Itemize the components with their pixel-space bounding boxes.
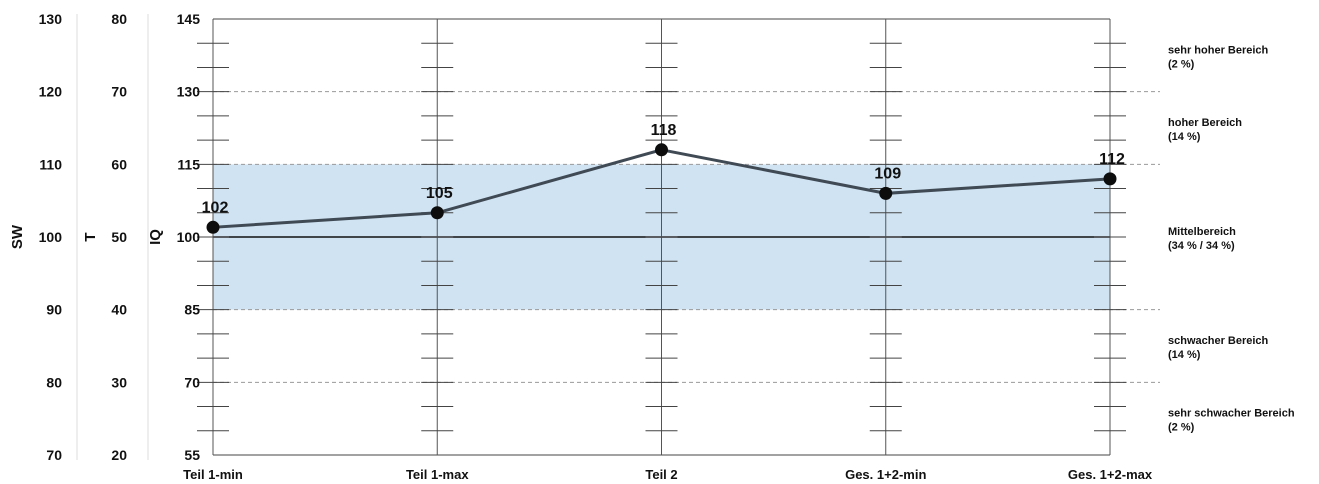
band-share: (14 %) [1168, 131, 1201, 143]
t-axis-title: T [82, 232, 99, 241]
series-layer [206, 143, 1117, 234]
band-label: Mittelbereich [1168, 226, 1236, 238]
iq-tick-label: 70 [184, 374, 200, 390]
iq-tick-label: 145 [177, 11, 201, 27]
band-label: sehr schwacher Bereich [1168, 408, 1295, 420]
iq-tick-label: 100 [177, 229, 201, 245]
iq-tick-label: 115 [177, 156, 200, 172]
data-label: 112 [1099, 151, 1125, 168]
grid-layer [197, 18, 1160, 456]
category-label: Teil 1-min [183, 467, 243, 482]
band-share: (34 % / 34 %) [1168, 240, 1235, 252]
band-share: (14 %) [1168, 349, 1201, 361]
category-label: Ges. 1+2-max [1068, 467, 1153, 482]
category-label: Ges. 1+2-min [845, 467, 926, 482]
band-label: sehr hoher Bereich [1168, 44, 1269, 56]
t-tick-label: 70 [111, 84, 127, 100]
band-share: (2 %) [1168, 422, 1195, 434]
sw-tick-label: 130 [39, 11, 63, 27]
t-tick-label: 20 [111, 447, 127, 463]
band-share: (2 %) [1168, 58, 1195, 70]
sw-axis-title: SW [9, 224, 26, 249]
iq-tick-label: 55 [184, 447, 200, 463]
band-label: hoher Bereich [1168, 117, 1242, 129]
data-point [206, 220, 220, 234]
sw-tick-label: 120 [39, 84, 63, 100]
data-point [879, 186, 893, 200]
category-label: Teil 1-max [406, 467, 469, 482]
data-label: 102 [202, 199, 229, 216]
data-point [1103, 172, 1117, 186]
data-label: 105 [426, 185, 453, 202]
sw-tick-label: 80 [46, 374, 62, 390]
data-label: 118 [651, 122, 677, 139]
data-label: 109 [874, 165, 901, 182]
band-label: schwacher Bereich [1168, 335, 1269, 347]
iq-tick-label: 85 [184, 302, 200, 318]
axis-layer: 145 130 115 100 85 70 55 80 70 60 50 40 30 20 130 120 11… [9, 11, 200, 463]
sw-tick-label: 70 [46, 447, 62, 463]
category-label: Teil 2 [645, 467, 677, 482]
data-point [655, 143, 668, 157]
sw-tick-label: 110 [39, 156, 62, 172]
t-tick-label: 40 [111, 302, 127, 318]
t-tick-label: 80 [111, 11, 127, 27]
data-point [430, 206, 444, 220]
label-layer: Teil 1-min Teil 1-max Teil 2 Ges. 1+2-min Ge… [183, 44, 1295, 482]
t-tick-label: 60 [111, 156, 127, 172]
t-tick-label: 30 [111, 374, 127, 390]
iq-tick-label: 130 [177, 84, 201, 100]
t-tick-label: 50 [111, 229, 127, 245]
iq-axis-title: IQ [147, 229, 164, 245]
sw-tick-label: 100 [39, 229, 63, 245]
sw-tick-label: 90 [46, 302, 62, 318]
